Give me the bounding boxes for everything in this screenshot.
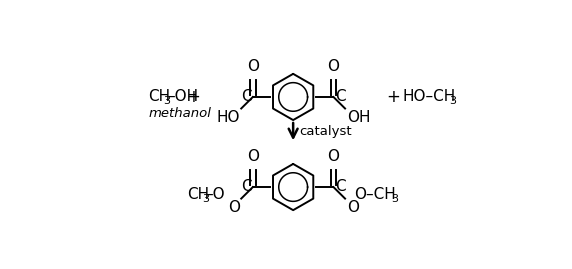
Text: catalyst: catalyst — [299, 125, 352, 138]
Text: CH: CH — [187, 187, 209, 202]
Text: +: + — [186, 88, 200, 106]
Text: O: O — [327, 149, 339, 164]
Text: O: O — [228, 200, 240, 215]
Text: O: O — [347, 200, 359, 215]
Text: 3: 3 — [449, 96, 456, 106]
Text: C: C — [241, 179, 251, 194]
Text: 3: 3 — [163, 96, 170, 106]
Text: methanol: methanol — [148, 107, 211, 121]
Text: O: O — [247, 59, 259, 74]
Text: O–CH: O–CH — [355, 187, 396, 202]
Text: –O: –O — [205, 187, 225, 202]
Text: C: C — [241, 89, 251, 104]
Text: HO–CH: HO–CH — [403, 90, 456, 104]
Text: C: C — [335, 89, 345, 104]
Text: OH: OH — [347, 110, 370, 125]
Text: C: C — [335, 179, 345, 194]
Text: –OH: –OH — [167, 90, 198, 104]
Text: +: + — [386, 88, 400, 106]
Text: O: O — [327, 59, 339, 74]
Text: 3: 3 — [391, 194, 398, 204]
Text: 3: 3 — [202, 194, 209, 204]
Text: O: O — [247, 149, 259, 164]
Text: CH: CH — [148, 90, 170, 104]
Text: HO: HO — [216, 110, 240, 125]
